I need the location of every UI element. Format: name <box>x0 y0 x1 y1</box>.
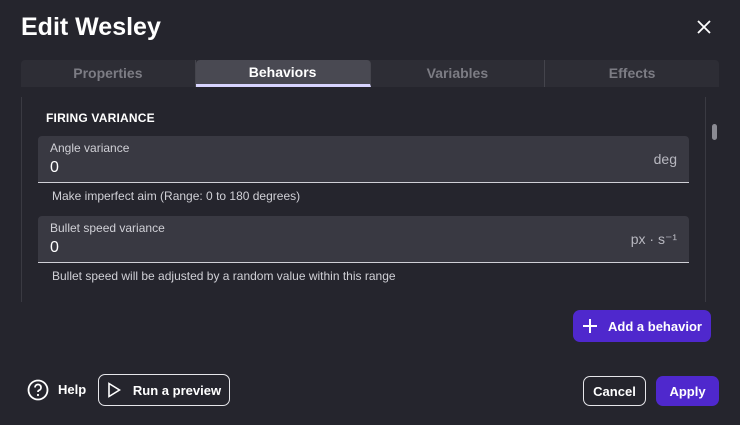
angle-variance-field[interactable]: Angle variance 0 deg <box>38 136 689 183</box>
tab-properties[interactable]: Properties <box>21 60 196 87</box>
help-icon[interactable] <box>27 379 49 401</box>
add-behavior-label: Add a behavior <box>608 318 702 334</box>
field-value[interactable]: 0 <box>50 239 59 256</box>
dialog-title: Edit Wesley <box>21 13 161 41</box>
apply-button[interactable]: Apply <box>656 376 719 406</box>
scrollbar-thumb[interactable] <box>712 124 717 140</box>
add-behavior-button[interactable]: Add a behavior <box>573 310 711 342</box>
field-label: Angle variance <box>50 141 130 155</box>
field-unit: px · s⁻¹ <box>630 231 677 247</box>
tab-effects[interactable]: Effects <box>608 65 656 81</box>
run-preview-label: Run a preview <box>132 382 222 398</box>
run-preview-button[interactable]: Run a preview <box>98 374 230 406</box>
close-icon[interactable] <box>694 17 714 37</box>
tab-variables[interactable]: Variables <box>371 60 546 87</box>
field-value[interactable]: 0 <box>50 159 59 176</box>
play-icon <box>108 382 121 398</box>
field-unit: deg <box>653 151 677 167</box>
tab-behaviors[interactable]: Behaviors <box>195 60 371 87</box>
cancel-button[interactable]: Cancel <box>583 376 646 406</box>
bullet-speed-variance-field[interactable]: Bullet speed variance 0 px · s⁻¹ <box>38 216 689 263</box>
field-help: Bullet speed will be adjusted by a rando… <box>52 269 396 283</box>
tab-bar: Properties Behaviors Variables Effects <box>21 60 719 87</box>
help-link[interactable]: Help <box>58 382 87 397</box>
plus-icon <box>583 319 598 333</box>
section-title: FIRING VARIANCE <box>46 111 155 125</box>
field-help: Make imperfect aim (Range: 0 to 180 degr… <box>52 189 301 203</box>
field-label: Bullet speed variance <box>50 221 165 235</box>
behavior-panel <box>21 97 706 302</box>
